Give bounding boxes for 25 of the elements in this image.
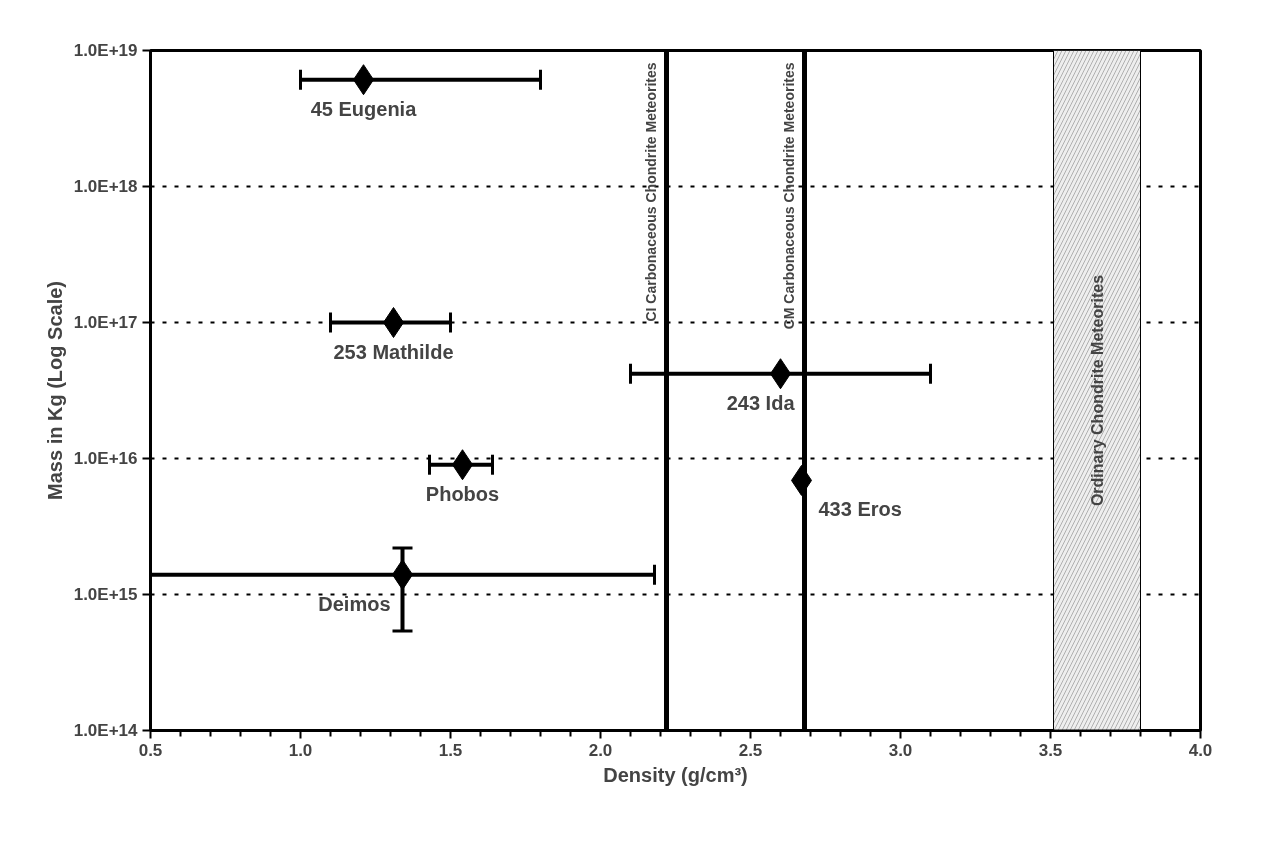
x-tick-label: 2.5 bbox=[738, 740, 763, 760]
y-tick-label: 1.0E+15 bbox=[73, 585, 138, 604]
y-axis-title: Mass in Kg (Log Scale) bbox=[43, 281, 66, 500]
x-tick-label: 1.5 bbox=[438, 740, 463, 760]
x-tick-label: 2.0 bbox=[588, 740, 613, 760]
y-tick-label: 1.0E+18 bbox=[73, 177, 138, 196]
x-tick-label: 4.0 bbox=[1188, 740, 1213, 760]
y-tick-label: 1.0E+16 bbox=[73, 449, 138, 468]
ref-line-label: CI Carbonaceous Chondrite Meteorites bbox=[642, 62, 659, 322]
annotation: 433 Eros bbox=[818, 498, 902, 521]
band-label: Ordinary Chondrite Meteorites bbox=[1088, 274, 1106, 507]
ref-line-label: CM Carbonaceous Chondrite Meteorites bbox=[780, 62, 797, 330]
annotation: 45 Eugenia bbox=[310, 97, 418, 120]
x-tick-label: 1.0 bbox=[288, 740, 313, 760]
y-tick-label: 1.0E+14 bbox=[73, 721, 139, 740]
y-tick-label: 1.0E+19 bbox=[73, 41, 138, 60]
x-tick-label: 3.0 bbox=[888, 740, 913, 760]
annotation: 243 Ida bbox=[726, 391, 796, 414]
x-tick-label: 0.5 bbox=[138, 740, 163, 760]
x-axis-title: Density (g/cm³) bbox=[603, 763, 748, 786]
annotation: 253 Mathilde bbox=[333, 340, 454, 363]
annotation: Phobos bbox=[425, 482, 500, 505]
y-tick-label: 1.0E+17 bbox=[73, 313, 138, 332]
x-tick-label: 3.5 bbox=[1038, 740, 1063, 760]
annotation: Deimos bbox=[318, 592, 391, 615]
